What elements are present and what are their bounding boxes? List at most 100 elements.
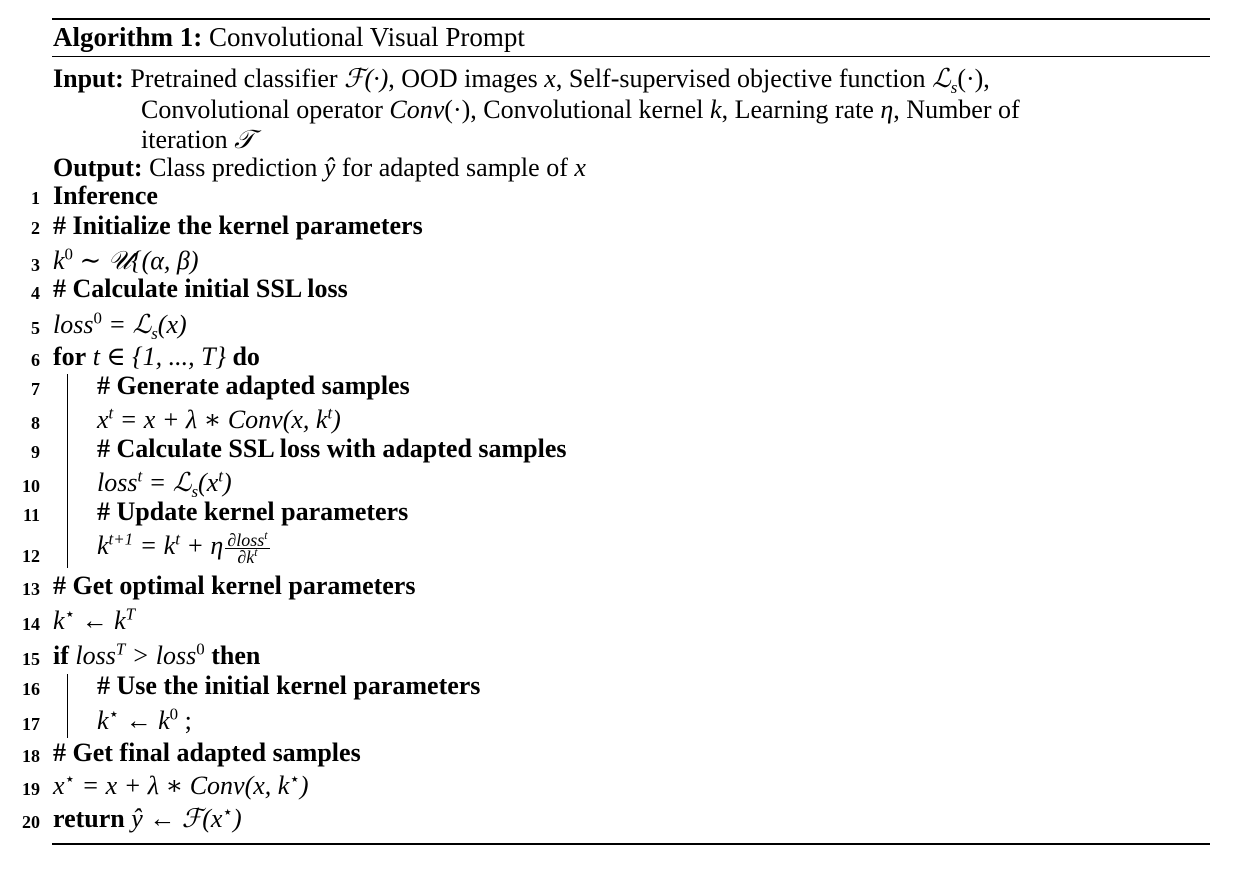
line-number: 7: [31, 379, 40, 399]
math-sup: 0: [93, 308, 102, 328]
input-line-2: Convolutional operator Conv(·), Convolut…: [141, 95, 1020, 125]
if-block-bar: [67, 674, 68, 738]
math-sup: t: [108, 403, 114, 423]
input-math: ℱ(·): [344, 64, 389, 93]
line-3: k0 ∼ 𝒰{(α, β): [53, 244, 199, 276]
input-math: 𝒯: [234, 125, 255, 154]
line-4: # Calculate initial SSL loss: [53, 274, 348, 303]
keyword-then: then: [204, 641, 261, 670]
input-text: , Learning rate: [721, 95, 881, 124]
line-number: 11: [22, 505, 40, 525]
math-text: (x): [157, 310, 187, 339]
math-sup: ⋆: [108, 704, 120, 724]
math-sup: 0: [169, 704, 179, 724]
line-number: 15: [22, 649, 40, 669]
math-sup: ⋆: [222, 802, 233, 822]
line-number: 8: [31, 413, 40, 433]
math-text: > loss: [125, 641, 197, 670]
keyword-do: do: [232, 342, 260, 371]
math-text: k: [97, 706, 109, 735]
input-math: (·): [957, 64, 984, 93]
math-text: ∂k: [237, 546, 255, 567]
keyword-return: return: [53, 804, 125, 833]
math-sub: s: [191, 482, 199, 502]
output-math: ŷ: [323, 153, 336, 182]
keyword-inference: Inference: [53, 181, 158, 210]
output-line: Output: Class prediction ŷ for adapted s…: [53, 153, 586, 183]
math-sup: T: [115, 639, 126, 659]
line-7: # Generate adapted samples: [97, 371, 410, 400]
math-text: = ℒ: [101, 310, 152, 339]
math-sup: t: [175, 529, 180, 549]
math-text: ;: [178, 706, 192, 735]
line-number: 2: [31, 218, 40, 238]
line-number: 19: [22, 779, 40, 799]
math-sup: t: [218, 466, 223, 486]
input-math: (·): [444, 95, 471, 124]
line-number: 12: [22, 546, 40, 566]
math-text: x: [53, 771, 65, 800]
line-5: loss0 = ℒs(x): [53, 308, 187, 342]
math-sup: 0: [196, 639, 205, 659]
math-text: ): [332, 405, 341, 434]
line-number: 16: [22, 679, 40, 699]
fraction-numerator: ∂losst: [225, 528, 270, 549]
input-text: , Self-supervised objective function: [555, 64, 932, 93]
math-sup: 0: [64, 244, 73, 264]
line-number: 13: [22, 579, 40, 599]
math-sup: t: [137, 466, 143, 486]
math-text: k: [97, 531, 109, 560]
input-text: , Number of: [893, 95, 1020, 124]
math-text: x: [97, 405, 109, 434]
output-label: Output:: [53, 153, 143, 182]
for-block-bar: [67, 374, 68, 568]
math-text: + η: [179, 531, 224, 560]
math-sup: t+1: [108, 529, 134, 549]
math-sup: ⋆: [64, 769, 76, 789]
output-text: Class prediction: [149, 153, 324, 182]
line-2: # Initialize the kernel parameters: [53, 211, 423, 240]
gradient-fraction: ∂losst ∂kt: [225, 528, 270, 567]
math-text: ← k: [75, 606, 126, 635]
output-text: for adapted sample of: [335, 153, 575, 182]
input-text: ,: [983, 64, 990, 93]
line-10: losst = ℒs(xt): [97, 466, 232, 502]
bottom-rule: [52, 843, 1210, 845]
math-text: ): [222, 468, 232, 497]
math-sup: t: [264, 528, 268, 542]
math-text: (x: [198, 468, 219, 497]
math-text: ŷ ← ℱ(x: [124, 804, 223, 833]
math-text: = k: [133, 531, 176, 560]
input-text: Pretrained classifier: [130, 64, 345, 93]
line-8: xt = x + λ ∗ Conv(x, kt): [97, 403, 341, 435]
line-number: 9: [31, 442, 40, 462]
line-1: Inference: [53, 181, 158, 211]
algorithm-caption: Algorithm 1: Convolutional Visual Prompt: [53, 21, 525, 53]
line-number: 17: [22, 714, 40, 734]
input-math: ℒ: [932, 64, 951, 93]
line-number: 18: [22, 746, 40, 766]
input-math: Conv: [389, 95, 445, 124]
algorithm-label: Algorithm 1:: [53, 22, 203, 52]
math-sup: t: [254, 545, 258, 559]
math-sup: ⋆: [64, 604, 76, 624]
line-17: k⋆ ← k0 ;: [97, 704, 192, 736]
line-13: # Get optimal kernel parameters: [53, 571, 416, 600]
input-label: Input:: [53, 64, 124, 93]
line-number: 20: [22, 812, 40, 832]
line-number: 10: [22, 476, 40, 496]
output-math: x: [574, 153, 586, 182]
input-line-3: iteration 𝒯: [141, 125, 254, 155]
fraction-denominator: ∂kt: [225, 545, 269, 567]
math-sup: T: [125, 604, 136, 624]
line-number: 6: [31, 350, 40, 370]
input-text: iteration: [141, 125, 235, 154]
line-14: k⋆ ← kT: [53, 604, 136, 636]
line-15: if lossT > loss0 then: [53, 639, 261, 671]
keyword-if: if: [53, 641, 69, 670]
line-20: return ŷ ← ℱ(x⋆): [53, 802, 242, 834]
line-12: kt+1 = kt + η ∂losst ∂kt: [97, 528, 270, 567]
input-math: η: [880, 95, 894, 124]
top-rule: [52, 18, 1210, 20]
line-number: 5: [31, 318, 40, 338]
